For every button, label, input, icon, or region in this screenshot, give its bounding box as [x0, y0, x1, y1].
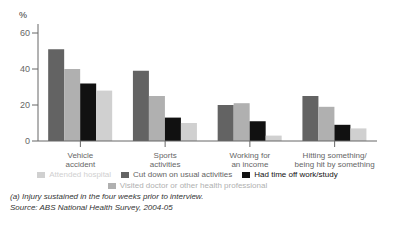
svg-text:Vehicleaccident: Vehicleaccident: [65, 151, 96, 169]
html-text:Attended hospital: Attended hospital: [49, 170, 112, 179]
svg-text:60: 60: [20, 28, 30, 38]
svg-text:Sportsactivities: Sportsactivities: [150, 151, 181, 169]
svg-text:20: 20: [20, 100, 30, 110]
html-text:Had time off work/study: Had time off work/study: [254, 170, 338, 179]
svg-text:Hitting something/being hit by: Hitting something/being hit by something: [295, 151, 375, 169]
html-text:(a) Injury sustained in the fo: (a) Injury sustained in the four weeks p…: [10, 192, 204, 201]
svg-text:0: 0: [25, 136, 30, 146]
html-text:Cut down on usual activities: Cut down on usual activities: [133, 170, 233, 179]
html-text:Source: ABS National Health Su: Source: ABS National Health Survey, 2004…: [10, 203, 173, 212]
html-text:Visited doctor or other health: Visited doctor or other health professio…: [119, 181, 268, 190]
svg-text:%: %: [19, 10, 27, 20]
svg-text:Working foran income: Working foran income: [229, 151, 270, 169]
svg-text:40: 40: [20, 64, 30, 74]
